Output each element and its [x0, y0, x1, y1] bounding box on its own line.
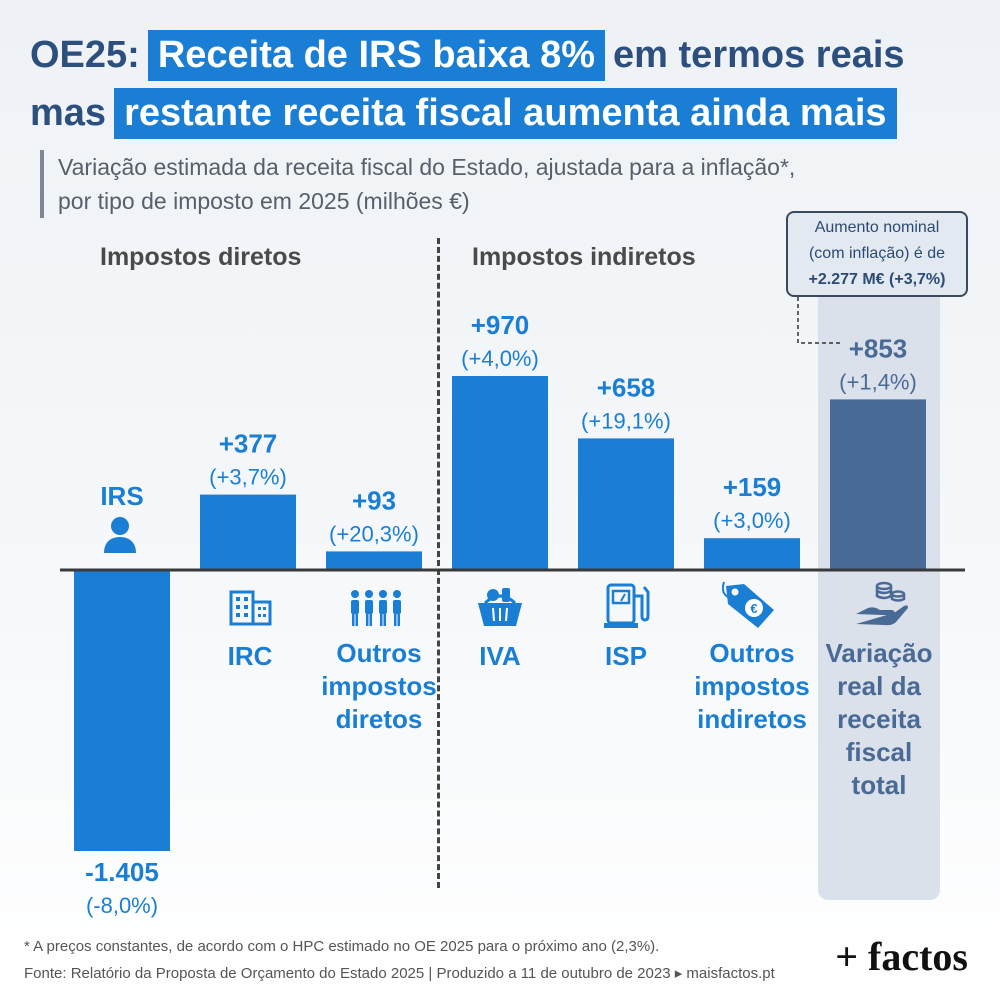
title-prefix-1: OE25:: [30, 34, 140, 76]
value-label: +377: [219, 429, 278, 459]
category-label-outros-diretos-line: diretos: [335, 704, 423, 734]
category-label-total-line: total: [851, 770, 907, 800]
category-label-total-line: Variação: [825, 638, 933, 668]
bar-4: [452, 376, 548, 570]
nominal-increase-note: Aumento nominal (com inflação) é de +2.2…: [786, 211, 968, 297]
group-header-direct: Impostos diretos: [100, 243, 302, 271]
brand-logo: + factos: [835, 934, 968, 979]
price-tag-euro-icon: €: [722, 581, 774, 628]
subtitle-line-2: por tipo de imposto em 2025 (milhões €): [58, 188, 470, 214]
percent-label: (+3,0%): [713, 508, 791, 533]
title-prefix-2: mas: [30, 92, 107, 134]
category-label-outros-indiretos-line: indiretos: [697, 704, 807, 734]
percent-label: (+20,3%): [329, 521, 419, 546]
subtitle-line-1: Variação estimada da receita fiscal do E…: [58, 154, 796, 180]
category-label-outros-indiretos: Outros impostos indiretos: [686, 637, 818, 736]
bar-5: [578, 438, 674, 570]
people-group-icon: [351, 590, 401, 626]
category-label-isp: ISP: [605, 641, 647, 671]
bar-2: [200, 494, 296, 570]
shopping-basket-icon: [478, 588, 522, 626]
note-line-1: Aumento nominal: [814, 219, 940, 236]
percent-label: (+3,7%): [209, 465, 287, 490]
footnote-source: Fonte: Relatório da Proposta de Orçament…: [24, 965, 775, 982]
subtitle: Variação estimada da receita fiscal do E…: [40, 150, 795, 218]
value-label: +93: [352, 485, 396, 515]
category-label-total: Variação real da receita fiscal total: [818, 637, 940, 802]
category-label-outros-diretos: Outros impostos diretos: [314, 637, 444, 736]
category-label-irs: IRS: [100, 481, 144, 511]
title-highlight-2: restante receita fiscal aumenta ainda ma…: [114, 88, 897, 139]
fuel-pump-icon: [604, 583, 650, 628]
svg-text:€: €: [750, 601, 757, 616]
category-label-outros-indiretos-line: Outros: [709, 638, 795, 668]
note-line-2: (com inflação) é de: [808, 245, 946, 262]
person-icon: [104, 517, 136, 553]
footnote-inflation: * A preços constantes, de acordo com o H…: [24, 938, 660, 955]
bar-6: [704, 538, 800, 570]
percent-label: (+1,4%): [839, 369, 917, 394]
building-icon: [229, 590, 272, 626]
bar-1: [74, 570, 170, 851]
category-label-outros-diretos-line: Outros: [336, 638, 422, 668]
group-header-indirect: Impostos indiretos: [472, 243, 696, 271]
bar-7: [830, 399, 926, 570]
note-line-3: +2.277 M€ (+3,7%): [808, 271, 946, 288]
title-line-1: OE25: Receita de IRS baixa 8% em termos …: [30, 30, 905, 81]
title-highlight-1: Receita de IRS baixa 8%: [147, 30, 606, 81]
value-label: +970: [471, 310, 530, 340]
category-label-total-line: fiscal: [845, 737, 913, 767]
category-label-irc: IRC: [227, 641, 273, 671]
percent-label: (+4,0%): [461, 346, 539, 371]
bar-3: [326, 551, 422, 570]
value-label: +853: [849, 333, 908, 363]
percent-label: (+19,1%): [581, 408, 671, 433]
value-label: -1.405: [85, 857, 159, 887]
group-divider: [437, 238, 440, 888]
category-label-outros-indiretos-line: impostos: [694, 671, 810, 701]
title-suffix-1: em termos reais: [613, 34, 905, 76]
category-label-total-line: receita: [837, 704, 921, 734]
total-column-background: [818, 290, 940, 900]
hand-coins-icon: [856, 581, 908, 626]
category-label-total-line: real da: [837, 671, 921, 701]
category-label-iva: IVA: [479, 641, 521, 671]
percent-label: (-8,0%): [86, 893, 158, 918]
category-label-outros-diretos-line: impostos: [321, 671, 437, 701]
value-label: +159: [723, 472, 782, 502]
title-line-2: mas restante receita fiscal aumenta aind…: [30, 88, 905, 139]
value-label: +658: [597, 372, 656, 402]
